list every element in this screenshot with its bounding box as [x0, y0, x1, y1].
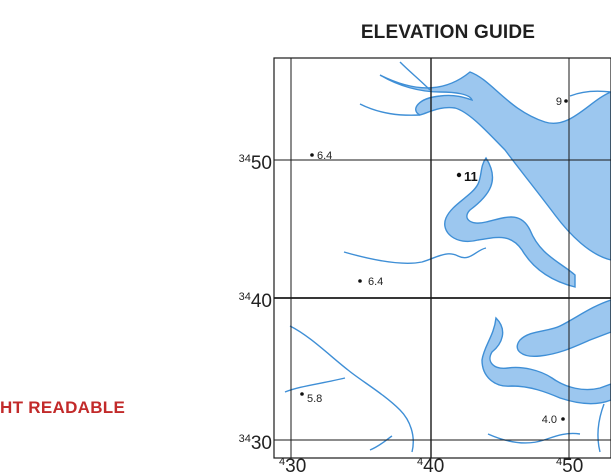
spot-elevation-label: 6.4	[368, 276, 383, 288]
easting-label-30: 430	[279, 456, 306, 476]
south-east-creek	[487, 432, 581, 444]
spot-elevation-dot	[564, 99, 568, 103]
south-channel	[481, 316, 611, 405]
spot-elevation-label: 5.8	[307, 393, 322, 405]
northing-label-30: 3430	[239, 433, 272, 454]
west-tributary	[359, 103, 421, 116]
northing-label-50: 3450	[239, 153, 272, 174]
south-east-stream	[597, 403, 605, 453]
water-layer	[284, 61, 611, 453]
easting-label-50: 450	[556, 456, 583, 476]
northing-label-40: 3440	[239, 291, 272, 312]
spot-elevation-label: 4.0	[542, 414, 557, 426]
south-east-inlet	[516, 299, 611, 357]
map-frame	[273, 57, 611, 459]
bottom-stream	[369, 435, 393, 451]
spot-elevation-dot	[310, 153, 314, 157]
map-grid	[273, 57, 611, 459]
south-west-branch	[284, 377, 346, 393]
spot-elevations: 6.4 9 11 6.4 5.8 4.0	[300, 96, 568, 426]
south-west-creek	[289, 325, 414, 453]
creek-to-middle	[343, 247, 487, 264]
main-channel	[379, 71, 611, 261]
spot-elevation-dot	[561, 417, 565, 421]
side-caption: HT READABLE	[0, 398, 126, 417]
north-creek	[399, 61, 431, 91]
spot-elevation-label: 6.4	[317, 150, 332, 162]
easting-label-40: 440	[417, 456, 444, 476]
spot-elevation-label: 11	[464, 169, 478, 184]
north-east-stream	[569, 90, 611, 97]
map-title: ELEVATION GUIDE	[360, 22, 536, 43]
spot-elevation-dot	[358, 279, 362, 283]
spot-elevation-dot	[456, 172, 462, 178]
spot-elevation-label: 9	[556, 96, 562, 108]
middle-channel	[444, 156, 576, 288]
spot-elevation-dot	[300, 392, 304, 396]
